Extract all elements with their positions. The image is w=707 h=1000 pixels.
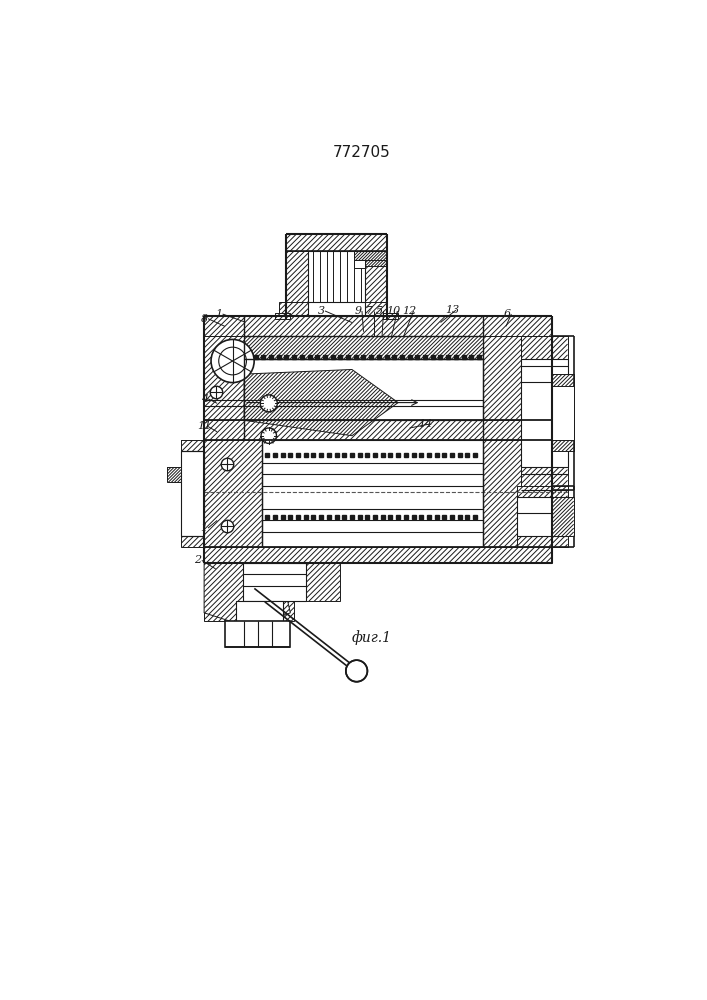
Polygon shape <box>225 620 291 647</box>
Text: 12: 12 <box>402 306 417 316</box>
Polygon shape <box>181 440 204 547</box>
Polygon shape <box>354 260 365 268</box>
Polygon shape <box>181 451 204 536</box>
Circle shape <box>218 347 247 375</box>
Polygon shape <box>204 420 552 440</box>
Text: 9: 9 <box>354 306 362 316</box>
Polygon shape <box>279 302 308 316</box>
Polygon shape <box>518 497 568 536</box>
Circle shape <box>211 339 254 383</box>
Text: 5: 5 <box>376 306 383 316</box>
Polygon shape <box>204 547 552 563</box>
Text: 4: 4 <box>201 394 208 404</box>
Polygon shape <box>204 440 262 547</box>
Text: фиг.1: фиг.1 <box>352 630 392 645</box>
Circle shape <box>261 428 276 443</box>
Text: 14: 14 <box>418 419 432 429</box>
Polygon shape <box>244 336 483 359</box>
Polygon shape <box>552 374 573 451</box>
Polygon shape <box>365 302 387 316</box>
Polygon shape <box>262 440 483 547</box>
Polygon shape <box>286 234 387 251</box>
Polygon shape <box>518 486 568 547</box>
Polygon shape <box>286 251 308 314</box>
Polygon shape <box>521 466 568 490</box>
Polygon shape <box>308 251 365 314</box>
Polygon shape <box>365 251 387 314</box>
Polygon shape <box>365 251 387 266</box>
Text: 11: 11 <box>197 421 211 431</box>
Text: 13: 13 <box>445 305 459 315</box>
Polygon shape <box>243 563 305 601</box>
Polygon shape <box>275 312 291 319</box>
Polygon shape <box>346 662 363 682</box>
Polygon shape <box>521 359 568 466</box>
Polygon shape <box>354 251 387 260</box>
Text: 1: 1 <box>215 309 222 319</box>
Polygon shape <box>552 386 573 440</box>
Polygon shape <box>167 466 181 482</box>
Polygon shape <box>204 563 291 628</box>
Polygon shape <box>305 563 340 601</box>
Polygon shape <box>244 359 483 420</box>
Polygon shape <box>204 316 552 336</box>
Polygon shape <box>521 336 568 359</box>
Text: 7: 7 <box>366 306 373 316</box>
Polygon shape <box>204 563 243 620</box>
Text: 6: 6 <box>504 309 511 319</box>
Polygon shape <box>483 440 552 547</box>
Polygon shape <box>225 601 294 620</box>
Polygon shape <box>552 497 573 536</box>
Circle shape <box>346 660 368 682</box>
Polygon shape <box>244 369 398 436</box>
Text: 3: 3 <box>317 306 325 316</box>
Text: 2: 2 <box>194 555 201 565</box>
Polygon shape <box>236 601 283 620</box>
Polygon shape <box>382 312 398 319</box>
Polygon shape <box>308 302 365 316</box>
Polygon shape <box>483 336 552 424</box>
Text: 1: 1 <box>201 523 208 533</box>
Circle shape <box>260 395 277 412</box>
Polygon shape <box>204 336 244 424</box>
Text: 8: 8 <box>201 314 208 324</box>
Text: 772705: 772705 <box>333 145 391 160</box>
Text: 10: 10 <box>387 306 401 316</box>
